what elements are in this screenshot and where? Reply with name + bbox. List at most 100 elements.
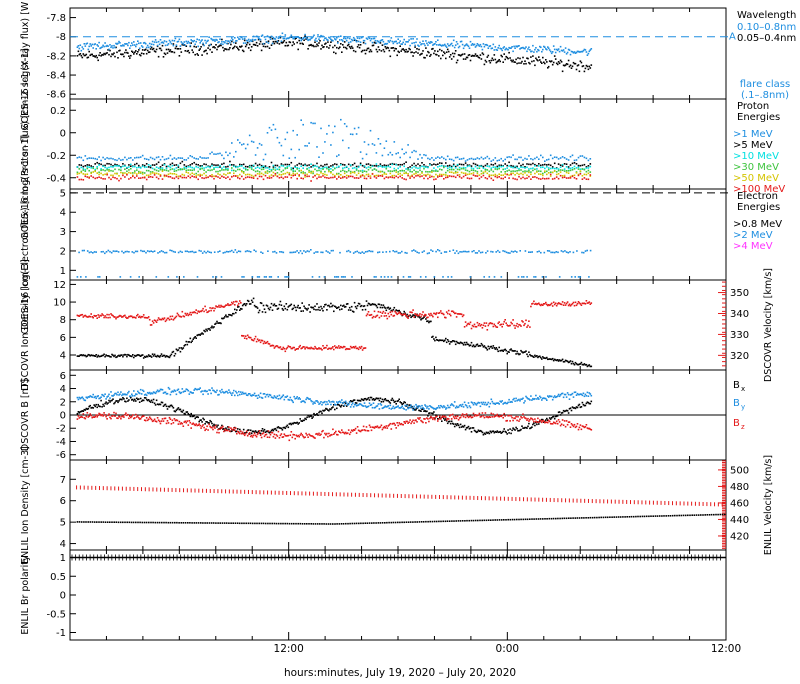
proton-point (136, 175, 138, 177)
ion-density-point (383, 304, 385, 306)
xray-point-long (418, 45, 420, 47)
xray-point-long (372, 42, 374, 44)
proton-point (536, 157, 538, 159)
proton-point (483, 158, 485, 160)
xray-point-long (342, 40, 344, 42)
proton-point (498, 166, 500, 168)
electron-point (465, 251, 467, 253)
proton-point (156, 177, 158, 179)
proton-point (96, 168, 98, 170)
proton-point (190, 164, 192, 166)
proton-point (586, 171, 588, 173)
electron-point (154, 250, 156, 252)
electron-point (471, 251, 473, 253)
proton-point (156, 157, 158, 159)
by-point (232, 392, 234, 394)
ion-density-point (160, 355, 162, 357)
ion-density-point (350, 309, 352, 311)
xray-point-short (313, 46, 315, 48)
proton-point (397, 152, 399, 154)
proton-point (168, 170, 170, 172)
bx-point (443, 418, 445, 420)
proton-point (281, 145, 283, 147)
proton-point (360, 151, 362, 153)
xray-point-short (228, 49, 230, 51)
bx-point (404, 402, 406, 404)
xray-point-long (370, 40, 372, 42)
proton-point (354, 172, 356, 174)
velocity-point (577, 303, 579, 305)
xray-point-short (484, 64, 486, 66)
ion-density-point (541, 358, 543, 360)
proton-point (409, 169, 411, 171)
proton-point (590, 171, 592, 173)
velocity-point (381, 315, 383, 317)
proton-point (394, 175, 396, 177)
proton-point (374, 176, 376, 178)
proton-point (516, 179, 518, 181)
proton-point (394, 177, 396, 179)
electron-point (552, 252, 554, 254)
proton-point (164, 159, 166, 161)
xray-point-long (228, 40, 230, 42)
bx-point (562, 412, 564, 414)
proton-point (570, 177, 572, 179)
xray-point-short (155, 51, 157, 53)
proton-point (241, 165, 243, 167)
proton-point (170, 167, 172, 169)
proton-point (128, 157, 130, 159)
velocity-point (238, 303, 240, 305)
proton-point (374, 168, 376, 170)
electron-point (379, 251, 381, 253)
bx-point (571, 410, 573, 412)
xray-point-short (340, 43, 342, 45)
proton-point (461, 164, 463, 166)
bx-point (527, 426, 529, 428)
proton-point (439, 165, 441, 167)
velocity-point (358, 349, 360, 351)
ion-density-point (281, 304, 283, 306)
by-point (126, 394, 128, 396)
bx-point (468, 426, 470, 428)
by-point (234, 395, 236, 397)
proton-point (98, 156, 100, 158)
xray-point-long (158, 41, 160, 43)
proton-point (415, 151, 417, 153)
proton-point (558, 163, 560, 165)
ion-density-point (446, 342, 448, 344)
proton-point (92, 177, 94, 179)
proton-point (536, 171, 538, 173)
proton-point (528, 164, 530, 166)
proton-point (485, 169, 487, 171)
electron-point (509, 252, 511, 254)
velocity-point (208, 310, 210, 312)
xray-point-short (160, 48, 162, 50)
electron-point (286, 276, 288, 278)
proton-point (310, 171, 312, 173)
proton-point (259, 167, 261, 169)
xray-point-short (209, 49, 211, 51)
by-point (188, 390, 190, 392)
proton-point (407, 169, 409, 171)
bx-point (485, 433, 487, 435)
bx-point (590, 403, 592, 405)
xray-point-long (463, 48, 465, 50)
proton-point (186, 171, 188, 173)
velocity-point (469, 324, 471, 326)
velocity-point (218, 305, 220, 307)
xray-point-short (172, 51, 174, 53)
xray-point-short (279, 43, 281, 45)
xray-point-short (404, 51, 406, 53)
proton-point (425, 175, 427, 177)
bx-point (395, 403, 397, 405)
xray-point-short (428, 52, 430, 54)
xray-point-short (585, 68, 587, 70)
proton-point (376, 169, 378, 171)
proton-point (368, 163, 370, 165)
proton-point (116, 165, 118, 167)
proton-point (316, 178, 318, 180)
xray-point-short (110, 56, 112, 58)
proton-point (168, 176, 170, 178)
proton-point (104, 165, 106, 167)
xray-point-short (256, 42, 258, 44)
